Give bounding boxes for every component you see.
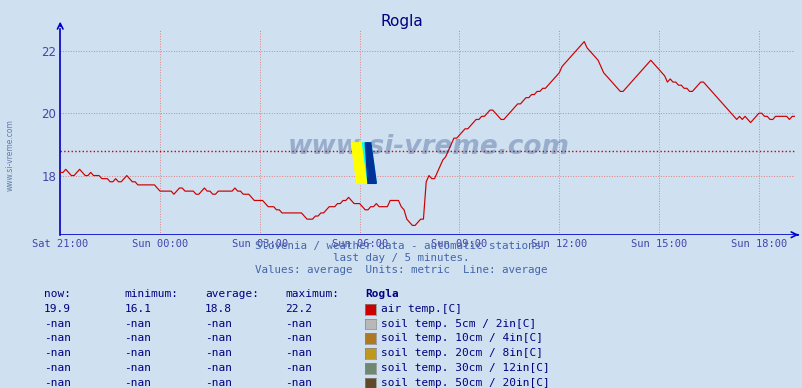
Text: www.si-vreme.com: www.si-vreme.com (288, 135, 569, 161)
Text: -nan: -nan (205, 319, 232, 329)
Text: -nan: -nan (44, 348, 71, 358)
Text: -nan: -nan (124, 333, 152, 343)
Text: -nan: -nan (285, 378, 312, 388)
Text: soil temp. 20cm / 8in[C]: soil temp. 20cm / 8in[C] (381, 348, 543, 358)
Text: Slovenia / weather data - automatic stations.: Slovenia / weather data - automatic stat… (255, 241, 547, 251)
Text: -nan: -nan (44, 319, 71, 329)
Text: soil temp. 10cm / 4in[C]: soil temp. 10cm / 4in[C] (381, 333, 543, 343)
Text: www.si-vreme.com: www.si-vreme.com (6, 119, 15, 191)
Text: -nan: -nan (124, 378, 152, 388)
Text: -nan: -nan (44, 378, 71, 388)
Text: now:: now: (44, 289, 71, 299)
Text: -nan: -nan (205, 363, 232, 373)
Text: -nan: -nan (124, 319, 152, 329)
Text: -nan: -nan (285, 348, 312, 358)
Text: average:: average: (205, 289, 258, 299)
Text: -nan: -nan (205, 378, 232, 388)
Text: Values: average  Units: metric  Line: average: Values: average Units: metric Line: aver… (255, 265, 547, 275)
Text: last day / 5 minutes.: last day / 5 minutes. (333, 253, 469, 263)
Text: air temp.[C]: air temp.[C] (381, 304, 462, 314)
Text: -nan: -nan (285, 363, 312, 373)
Text: -nan: -nan (205, 348, 232, 358)
Text: soil temp. 30cm / 12in[C]: soil temp. 30cm / 12in[C] (381, 363, 549, 373)
Text: -nan: -nan (205, 333, 232, 343)
Text: soil temp. 5cm / 2in[C]: soil temp. 5cm / 2in[C] (381, 319, 536, 329)
Polygon shape (362, 143, 376, 184)
Polygon shape (351, 143, 371, 184)
Text: maximum:: maximum: (285, 289, 338, 299)
Text: -nan: -nan (124, 348, 152, 358)
Text: minimum:: minimum: (124, 289, 178, 299)
Text: -nan: -nan (44, 333, 71, 343)
Text: -nan: -nan (44, 363, 71, 373)
Text: -nan: -nan (285, 319, 312, 329)
Text: 22.2: 22.2 (285, 304, 312, 314)
Text: Rogla: Rogla (365, 289, 399, 299)
Text: 18.8: 18.8 (205, 304, 232, 314)
Text: 19.9: 19.9 (44, 304, 71, 314)
Text: Rogla: Rogla (379, 14, 423, 29)
Polygon shape (365, 143, 376, 184)
Text: -nan: -nan (285, 333, 312, 343)
Text: -nan: -nan (124, 363, 152, 373)
Text: 16.1: 16.1 (124, 304, 152, 314)
Text: soil temp. 50cm / 20in[C]: soil temp. 50cm / 20in[C] (381, 378, 549, 388)
